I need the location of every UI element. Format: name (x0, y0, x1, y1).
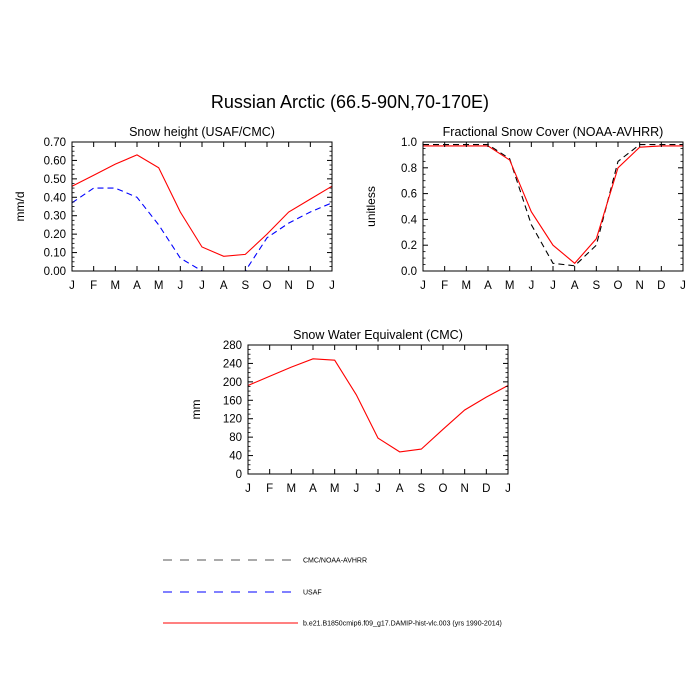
x-tick-label: J (177, 280, 183, 292)
y-tick-label: 40 (229, 451, 242, 463)
x-tick-label: J (199, 280, 205, 292)
y-tick-label: 0.60 (44, 155, 66, 167)
x-tick-label: N (461, 483, 469, 495)
legend-label: b.e21.B1850cmip6.f09_g17.DAMIP-hist-vlc.… (303, 621, 502, 628)
legend-item-1: CMC/NOAA-AVHRR (163, 558, 367, 565)
x-tick-label: J (550, 280, 556, 292)
chart-panel-1: Snow height (USAF/CMC)mm/dJ F M A M J J A S O N D J0… (13, 125, 335, 292)
y-tick-label: 80 (229, 432, 242, 444)
x-tick-label: J (528, 280, 534, 292)
x-tick-label: A (309, 483, 317, 495)
y-tick-label: 0.0 (401, 266, 417, 278)
x-tick-label: M (462, 280, 472, 292)
figure-title: Russian Arctic (66.5-90N,70-170E) (211, 92, 489, 112)
y-tick-label: 0 (236, 469, 242, 481)
x-tick-label: S (241, 280, 249, 292)
chart-title: Snow Water Equivalent (CMC) (293, 328, 463, 342)
y-tick-label: 240 (223, 358, 242, 370)
x-tick-label: D (657, 280, 665, 292)
y-tick-label: 0.00 (44, 266, 66, 278)
x-tick-label: F (90, 280, 97, 292)
x-tick-label: N (285, 280, 293, 292)
x-tick-label: D (482, 483, 490, 495)
x-tick-label: A (571, 280, 579, 292)
y-tick-label: 0.30 (44, 211, 66, 223)
x-tick-label: S (592, 280, 600, 292)
x-tick-label: J (329, 280, 335, 292)
y-tick-label: 200 (223, 377, 242, 389)
x-tick-label: N (636, 280, 644, 292)
plot-frame (422, 141, 684, 272)
y-tick-label: 0.50 (44, 174, 66, 186)
x-tick-label: M (154, 280, 164, 292)
legend-label: CMC/NOAA-AVHRR (303, 558, 367, 565)
series-line-2 (423, 145, 683, 265)
x-tick-label: M (287, 483, 297, 495)
x-tick-label: M (111, 280, 121, 292)
x-tick-label: D (306, 280, 314, 292)
series-line-2 (247, 358, 509, 453)
legend-item-3: b.e21.B1850cmip6.f09_g17.DAMIP-hist-vlc.… (163, 621, 502, 628)
x-tick-label: O (263, 280, 272, 292)
x-tick-label: J (245, 483, 251, 495)
legend: CMC/NOAA-AVHRR USAF b.e21.B1850cmip6.f09_g… (163, 558, 502, 628)
y-tick-label: 0.2 (401, 240, 417, 252)
x-tick-label: A (220, 280, 228, 292)
series-line-2 (71, 187, 333, 272)
y-tick-label: 1.0 (401, 137, 417, 149)
x-tick-label: J (353, 483, 359, 495)
chart-panel-2: Fractional Snow Cover (NOAA-AVHRR) unitle… (364, 125, 686, 292)
x-tick-label: A (396, 483, 404, 495)
y-tick-label: 0.6 (401, 189, 417, 201)
y-axis-label: mm/d (13, 192, 27, 222)
x-tick-label: F (266, 483, 273, 495)
x-tick-label: M (505, 280, 515, 292)
x-tick-label: A (133, 280, 141, 292)
x-tick-label: J (420, 280, 426, 292)
y-tick-label: 0.70 (44, 137, 66, 149)
series-line-3 (71, 154, 333, 257)
y-tick-label: 0.10 (44, 248, 66, 260)
y-axis-label: unitless (364, 186, 378, 227)
y-tick-label: 120 (223, 414, 242, 426)
chart-panels: Snow height (USAF/CMC)mm/dJ F M A M J J A S O N D J0… (13, 125, 686, 495)
y-tick-label: 0.8 (401, 163, 417, 175)
x-tick-label: A (484, 280, 492, 292)
legend-label: USAF (303, 590, 322, 597)
x-tick-label: J (69, 280, 75, 292)
chart-title: Fractional Snow Cover (NOAA-AVHRR) (443, 125, 664, 139)
y-axis-label: mm (189, 400, 203, 420)
x-tick-label: O (614, 280, 623, 292)
y-tick-label: 160 (223, 395, 242, 407)
x-tick-label: O (439, 483, 448, 495)
x-tick-label: J (505, 483, 511, 495)
y-tick-label: 0.40 (44, 192, 66, 204)
x-tick-label: J (375, 483, 381, 495)
x-tick-label: F (441, 280, 448, 292)
x-tick-label: J (680, 280, 686, 292)
plot-frame (71, 141, 333, 272)
legend-item-2: USAF (163, 590, 322, 597)
y-tick-label: 0.20 (44, 229, 66, 241)
y-tick-label: 280 (223, 340, 242, 352)
chart-title: Snow height (USAF/CMC) (129, 125, 275, 139)
chart-panel-3: Snow Water Equivalent (CMC)mmJ F M A M J J A S O N… (189, 328, 511, 495)
series-line-1 (423, 144, 683, 267)
y-tick-label: 0.4 (401, 214, 418, 226)
x-tick-label: S (417, 483, 425, 495)
x-tick-label: M (330, 483, 340, 495)
plot-frame (247, 344, 509, 475)
